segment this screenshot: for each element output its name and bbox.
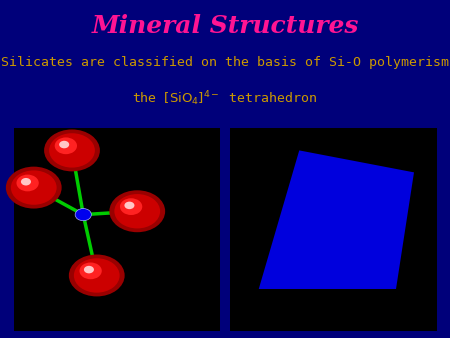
Circle shape (75, 209, 91, 221)
Circle shape (69, 255, 125, 296)
Text: Silicates are classified on the basis of Si-O polymerism: Silicates are classified on the basis of… (1, 56, 449, 69)
Bar (14, 128, 220, 331)
Bar (230, 128, 436, 331)
Circle shape (59, 141, 69, 148)
Circle shape (109, 190, 165, 232)
Text: the $[\mathrm{SiO}_4]^{4-}$ tetrahedron: the $[\mathrm{SiO}_4]^{4-}$ tetrahedron (132, 90, 318, 108)
Circle shape (11, 170, 57, 205)
Circle shape (84, 266, 94, 273)
Circle shape (114, 194, 160, 228)
Polygon shape (259, 150, 414, 289)
Circle shape (6, 167, 62, 209)
Circle shape (55, 138, 77, 154)
Circle shape (80, 263, 102, 279)
Circle shape (17, 175, 39, 191)
Circle shape (49, 133, 95, 168)
Circle shape (74, 258, 120, 293)
Circle shape (21, 178, 31, 186)
Circle shape (44, 129, 100, 171)
Circle shape (120, 198, 142, 215)
Text: Mineral Structures: Mineral Structures (91, 14, 359, 38)
Circle shape (124, 201, 135, 209)
